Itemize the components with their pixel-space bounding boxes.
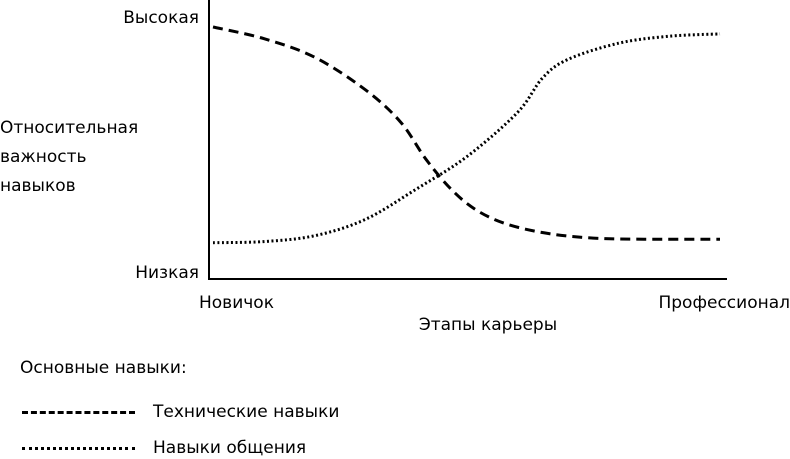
series-layer [212,25,721,245]
legend-item-communication: Навыки общения [22,437,306,459]
dashed-line-swatch [22,410,135,414]
y-axis-label-line-2: важность [0,147,87,167]
x-tick-start: Новичок [199,293,274,313]
series-line-technical-skills [212,25,721,241]
y-axis-label-line-1: Относительная [0,118,138,138]
series-line-communication-skills [212,32,721,245]
y-axis-label-line-3: навыков [0,176,76,196]
legend-label-technical: Технические навыки [153,402,340,422]
legend-title: Основные навыки: [20,358,187,378]
y-tick-high: Высокая [123,8,199,28]
x-axis-label: Этапы карьеры [419,315,557,335]
legend-item-technical: Технические навыки [22,401,339,423]
x-tick-end: Профессионал [658,293,790,313]
y-tick-low: Низкая [135,263,199,283]
legend-label-communication: Навыки общения [153,438,307,458]
dotted-line-swatch [22,446,135,450]
